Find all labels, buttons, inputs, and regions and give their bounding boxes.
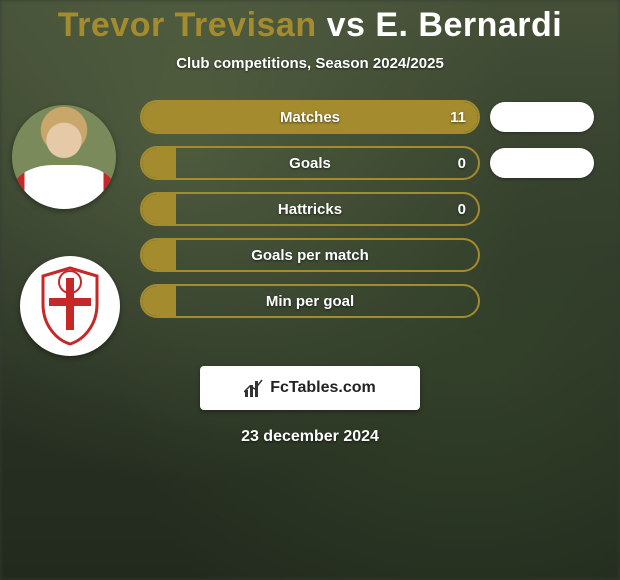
player1-name: Trevor Trevisan xyxy=(58,6,317,44)
stats-area: Matches11Goals0Hattricks0Goals per match… xyxy=(0,100,620,350)
page-title: Trevor Trevisan vs E. Bernardi xyxy=(0,0,620,45)
bars-icon xyxy=(244,378,264,398)
opponent-pill xyxy=(490,102,594,132)
stat-row: Goals per match xyxy=(140,238,480,272)
stat-rows: Matches11Goals0Hattricks0Goals per match… xyxy=(140,100,480,330)
shield-icon xyxy=(35,264,105,348)
subtitle: Club competitions, Season 2024/2025 xyxy=(0,55,620,72)
club-badge xyxy=(20,256,120,356)
stat-row: Matches11 xyxy=(140,100,480,134)
avatar-jersey xyxy=(12,165,116,209)
stat-label: Hattricks xyxy=(142,201,478,218)
stat-value: 0 xyxy=(458,194,466,224)
stat-row: Goals0 xyxy=(140,146,480,180)
stat-row: Hattricks0 xyxy=(140,192,480,226)
opponent-pill xyxy=(490,148,594,178)
vs-label: vs xyxy=(327,6,366,44)
date-label: 23 december 2024 xyxy=(0,428,620,446)
stat-label: Goals per match xyxy=(142,247,478,264)
stat-label: Goals xyxy=(142,155,478,172)
attribution-badge: FcTables.com xyxy=(200,366,420,410)
stat-label: Min per goal xyxy=(142,293,478,310)
stat-value: 0 xyxy=(458,148,466,178)
stat-label: Matches xyxy=(142,109,478,126)
attribution-text: FcTables.com xyxy=(270,379,376,397)
player2-name: E. Bernardi xyxy=(375,6,562,44)
stat-value: 11 xyxy=(450,102,466,132)
comparison-card: Trevor Trevisan vs E. Bernardi Club comp… xyxy=(0,0,620,580)
stat-row: Min per goal xyxy=(140,284,480,318)
player-avatar xyxy=(12,105,116,209)
